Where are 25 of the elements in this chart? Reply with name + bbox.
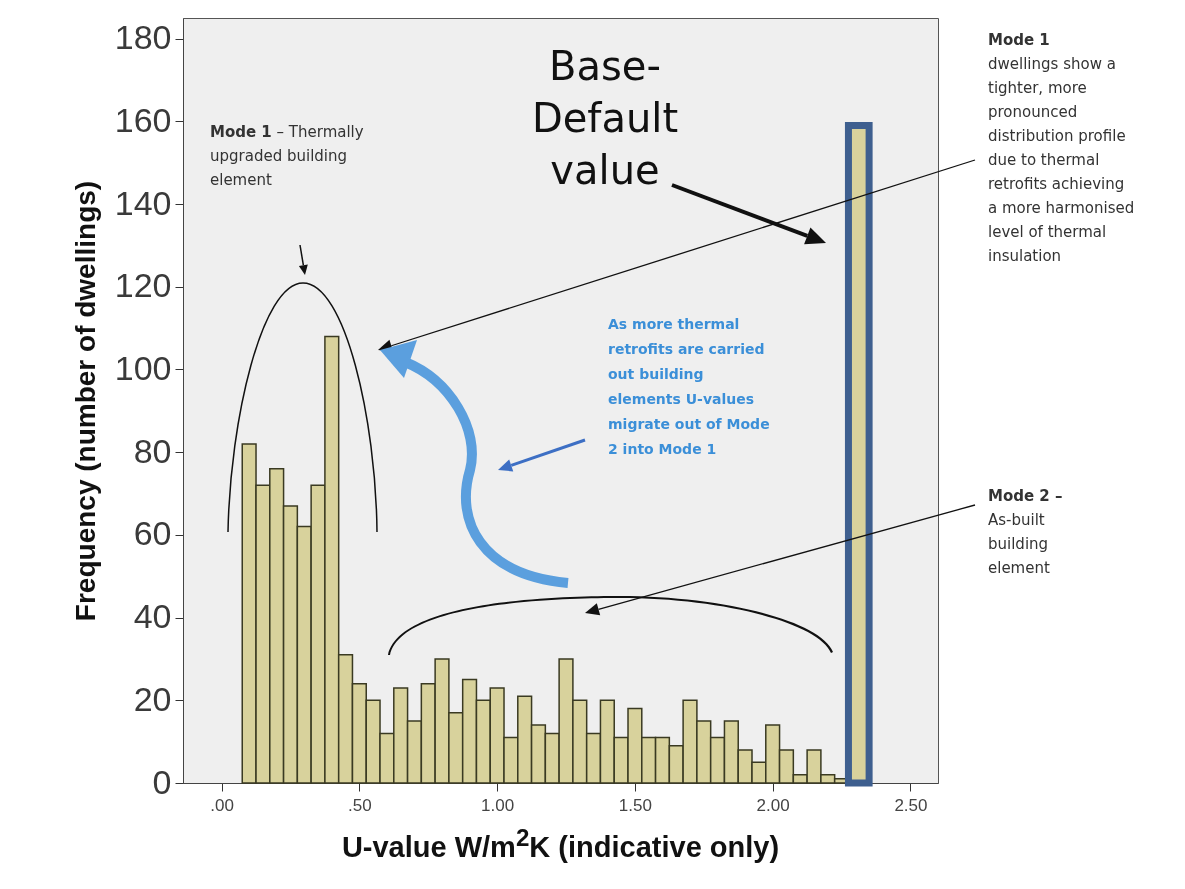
x-tick-label: .00 [210,795,234,815]
y-tick-label: 100 [114,348,172,387]
x-axis-title: U-value W/m$^{2}$K (indicative only) [340,823,781,865]
y-tick-label: 160 [114,100,172,139]
x-tick-label: 1.50 [618,795,652,815]
y-axis-title: Frequency (number of dwellings) [69,180,101,622]
x-tick-label: .50 [348,795,372,815]
text: As-built building element [988,511,1050,577]
text: dwellings show a tighter, more pronounced distribution profile due to thermal retrofits achieving a more harmonised level of thermal insulation [988,55,1135,265]
annotation: As more thermal retrofits are carried out building elements U-values migrate out of Mode 2 into Mode 1 [608,315,771,459]
y-tick-label: 180 [114,18,172,57]
y-tick-label: 60 [133,514,172,553]
y-tick-label: 0 [152,762,172,801]
text: Mode 2 – [988,487,1063,505]
y-tick-label: 140 [114,183,172,222]
x-tick-label: 1.00 [481,795,515,815]
y-tick-label: 80 [133,431,172,470]
annotation: Base-Default value [530,42,680,195]
x-tick-label: 2.50 [894,795,928,815]
text: Mode 1 [988,31,1050,49]
y-tick-label: 40 [133,597,172,636]
annotation: Mode 1 [210,123,272,141]
y-tick-label: 120 [114,266,172,305]
x-tick-label: 2.00 [756,795,790,815]
y-tick-label: 20 [133,679,172,718]
